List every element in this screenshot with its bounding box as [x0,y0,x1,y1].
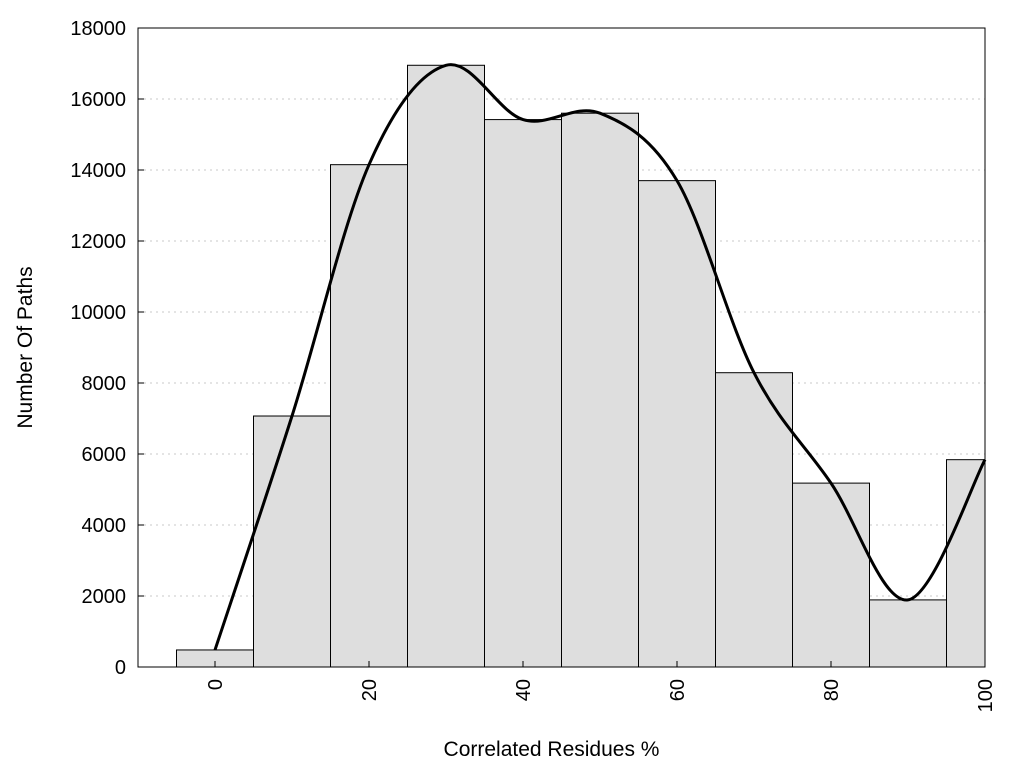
y-axis-title: Number Of Paths [14,266,37,428]
x-axis-title: Correlated Residues % [444,738,660,761]
y-tick-label: 14000 [70,160,126,182]
x-axis-ticks: 0 20 40 60 80 100 [205,661,997,712]
bar [330,164,408,668]
x-tick-label: 100 [975,679,997,712]
y-tick-label: 6000 [82,444,127,466]
y-tick-label: 16000 [70,89,126,111]
x-tick-label: 0 [205,679,227,690]
bar [407,64,485,668]
bar [792,482,870,668]
bar [869,599,947,668]
y-axis-ticks: 0 2000 4000 6000 8000 10000 12000 14000 16000 180… [70,18,144,679]
y-tick-label: 4000 [82,515,127,537]
y-tick-label: 8000 [82,373,127,395]
y-tick-label: 10000 [70,302,126,324]
bars [176,64,986,668]
x-tick-label: 80 [821,679,843,701]
bar [484,119,562,668]
bar [946,459,986,668]
plot-frame [137,27,986,668]
x-tick-label: 40 [513,679,535,701]
bar [253,415,331,668]
y-tick-label: 12000 [70,231,126,253]
bar [561,112,639,668]
bar [638,180,716,668]
x-tick-label: 20 [359,679,381,701]
density-curve [213,63,987,651]
y-tick-label: 18000 [70,18,126,40]
y-tick-label: 0 [115,657,126,679]
x-tick-label: 60 [667,679,689,701]
y-tick-label: 2000 [82,586,127,608]
